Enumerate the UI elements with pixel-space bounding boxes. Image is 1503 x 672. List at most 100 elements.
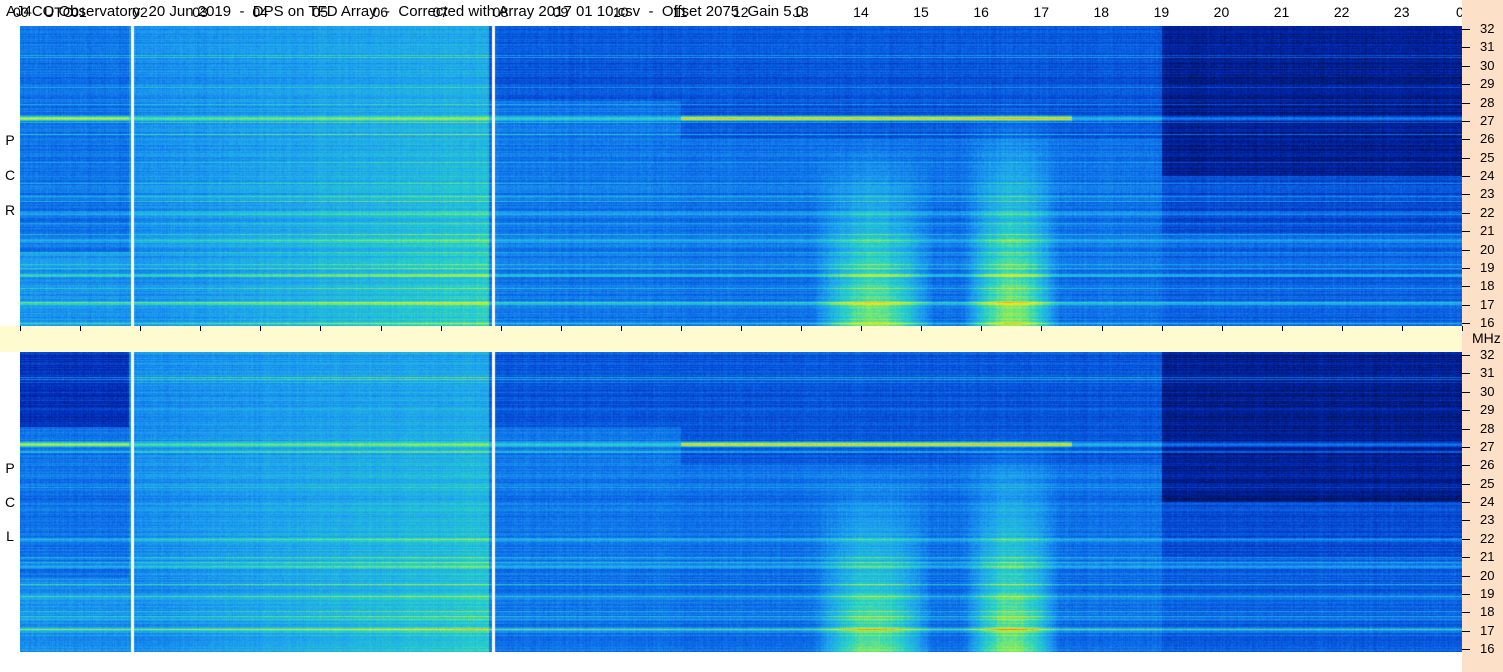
frequency-tick-label: 30 bbox=[1480, 57, 1495, 73]
frequency-tick bbox=[1462, 649, 1470, 650]
utc-tick bbox=[1341, 326, 1343, 331]
utc-tick-label: 00 bbox=[13, 4, 29, 20]
frequency-tick bbox=[1462, 65, 1470, 67]
rcp-letter-r: R bbox=[4, 202, 16, 218]
utc-tick-label: 10 bbox=[612, 4, 629, 20]
frequency-tick bbox=[1462, 465, 1470, 467]
utc-tick bbox=[1161, 326, 1163, 331]
frequency-tick-label: 16 bbox=[1480, 315, 1495, 330]
frequency-tick bbox=[1462, 355, 1470, 356]
utc-tick bbox=[620, 326, 622, 331]
utc-tick-label: 14 bbox=[853, 4, 869, 20]
utc-tick bbox=[921, 326, 923, 331]
utc-tick-label: 13 bbox=[793, 4, 809, 20]
utc-unit-label: UTC bbox=[44, 4, 73, 20]
utc-tick-label: 11 bbox=[672, 4, 688, 20]
lcp-letter-p: P bbox=[5, 460, 15, 476]
frequency-tick-label: 31 bbox=[1480, 365, 1495, 381]
frequency-tick-label: 19 bbox=[1480, 585, 1495, 601]
frequency-tick bbox=[1462, 176, 1470, 177]
frequency-tick bbox=[1462, 304, 1470, 306]
utc-tick-label: 09 bbox=[552, 4, 569, 20]
frequency-tick-label: 25 bbox=[1480, 475, 1495, 491]
frequency-tick bbox=[1462, 120, 1470, 122]
frequency-tick bbox=[1462, 267, 1470, 269]
frequency-tick-label: 17 bbox=[1480, 296, 1495, 312]
frequency-axis bbox=[1462, 0, 1503, 672]
utc-tick-label: 16 bbox=[973, 4, 989, 20]
utc-tick-label: 18 bbox=[1093, 4, 1110, 20]
utc-tick bbox=[140, 326, 142, 331]
frequency-tick-label: 29 bbox=[1480, 402, 1495, 418]
frequency-tick-label: 23 bbox=[1480, 512, 1495, 528]
utc-tick bbox=[560, 326, 562, 331]
utc-tick-label: 22 bbox=[1333, 4, 1350, 20]
frequency-tick-label: 16 bbox=[1480, 641, 1495, 656]
utc-tick bbox=[1462, 326, 1463, 331]
spectrogram-lcp bbox=[20, 352, 1462, 652]
frequency-tick-label: 17 bbox=[1480, 622, 1495, 638]
utc-tick-label: 21 bbox=[1273, 4, 1290, 20]
frequency-tick-label: 28 bbox=[1480, 94, 1495, 110]
utc-tick-label: 08 bbox=[492, 4, 509, 20]
frequency-tick bbox=[1462, 84, 1470, 86]
utc-time-axis bbox=[0, 326, 1462, 352]
spectrogram-rcp-canvas bbox=[20, 26, 1462, 326]
frequency-tick bbox=[1462, 612, 1470, 614]
frequency-tick bbox=[1462, 373, 1470, 375]
utc-tick bbox=[200, 326, 202, 331]
frequency-tick bbox=[1462, 29, 1470, 30]
frequency-tick bbox=[1462, 194, 1470, 196]
frequency-tick-label: 29 bbox=[1480, 76, 1495, 92]
frequency-tick-label: 23 bbox=[1480, 186, 1495, 202]
frequency-tick bbox=[1462, 410, 1470, 412]
frequency-tick bbox=[1462, 212, 1470, 214]
utc-tick bbox=[380, 326, 382, 331]
frequency-tick-label: 28 bbox=[1480, 420, 1495, 436]
frequency-tick bbox=[1462, 323, 1470, 324]
rcp-letter-c: C bbox=[4, 167, 16, 183]
frequency-tick bbox=[1462, 520, 1470, 522]
frequency-tick-label: 20 bbox=[1480, 241, 1495, 257]
utc-tick-label: 02 bbox=[132, 4, 148, 20]
frequency-tick bbox=[1462, 557, 1470, 559]
frequency-tick bbox=[1462, 47, 1470, 49]
utc-tick bbox=[1041, 326, 1043, 331]
frequency-tick-label: 18 bbox=[1480, 604, 1495, 620]
frequency-tick-label: 24 bbox=[1480, 494, 1495, 509]
utc-tick-label: 05 bbox=[312, 4, 328, 20]
utc-tick-label: 19 bbox=[1153, 4, 1170, 20]
frequency-tick bbox=[1462, 593, 1470, 595]
frequency-tick-label: 27 bbox=[1480, 112, 1495, 128]
utc-tick bbox=[801, 326, 803, 331]
frequency-tick-label: 24 bbox=[1480, 168, 1495, 183]
frequency-tick bbox=[1462, 139, 1470, 141]
chart-title: AJ4CO Observatory 20 Jun 2019 - DPS on T… bbox=[6, 3, 805, 20]
frequency-tick bbox=[1462, 538, 1470, 540]
spectrogram-rcp bbox=[20, 26, 1462, 326]
frequency-tick bbox=[1462, 446, 1470, 448]
utc-tick-label: 17 bbox=[1033, 4, 1049, 20]
utc-tick bbox=[1401, 326, 1403, 331]
frequency-tick bbox=[1462, 231, 1470, 233]
frequency-tick-label: 20 bbox=[1480, 567, 1495, 583]
utc-tick bbox=[1221, 326, 1223, 331]
frequency-tick bbox=[1462, 483, 1470, 485]
frequency-tick-label: 30 bbox=[1480, 383, 1495, 399]
frequency-tick bbox=[1462, 157, 1470, 159]
frequency-tick bbox=[1462, 286, 1470, 288]
frequency-tick-label: 21 bbox=[1480, 223, 1495, 239]
frequency-tick-label: 18 bbox=[1480, 278, 1495, 294]
frequency-tick bbox=[1462, 630, 1470, 632]
utc-tick-label: 03 bbox=[192, 4, 208, 20]
utc-tick bbox=[320, 326, 322, 331]
lcp-letter-c: C bbox=[4, 494, 16, 510]
frequency-tick-label: 32 bbox=[1480, 347, 1495, 362]
utc-tick bbox=[981, 326, 983, 331]
frequency-tick bbox=[1462, 102, 1470, 104]
frequency-tick-label: 31 bbox=[1480, 39, 1495, 55]
frequency-tick bbox=[1462, 575, 1470, 577]
frequency-tick bbox=[1462, 391, 1470, 393]
frequency-tick-label: 27 bbox=[1480, 438, 1495, 454]
utc-tick bbox=[1101, 326, 1103, 331]
